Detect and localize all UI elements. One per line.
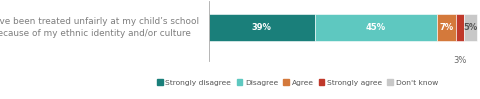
Bar [437, 14, 456, 41]
Text: 39%: 39% [252, 23, 272, 32]
Text: 45%: 45% [366, 23, 385, 32]
Bar [209, 14, 314, 41]
Text: I have been treated unfairly at my child’s school
because of my ethnic identity : I have been treated unfairly at my child… [0, 17, 199, 38]
Text: 7%: 7% [439, 23, 453, 32]
Bar [464, 14, 477, 41]
Text: 5%: 5% [463, 23, 478, 32]
Legend: Strongly disagree, Disagree, Agree, Strongly agree, Don't know: Strongly disagree, Disagree, Agree, Stro… [154, 77, 441, 89]
Bar [456, 14, 464, 41]
Text: 3%: 3% [453, 56, 467, 65]
Bar [314, 14, 437, 41]
